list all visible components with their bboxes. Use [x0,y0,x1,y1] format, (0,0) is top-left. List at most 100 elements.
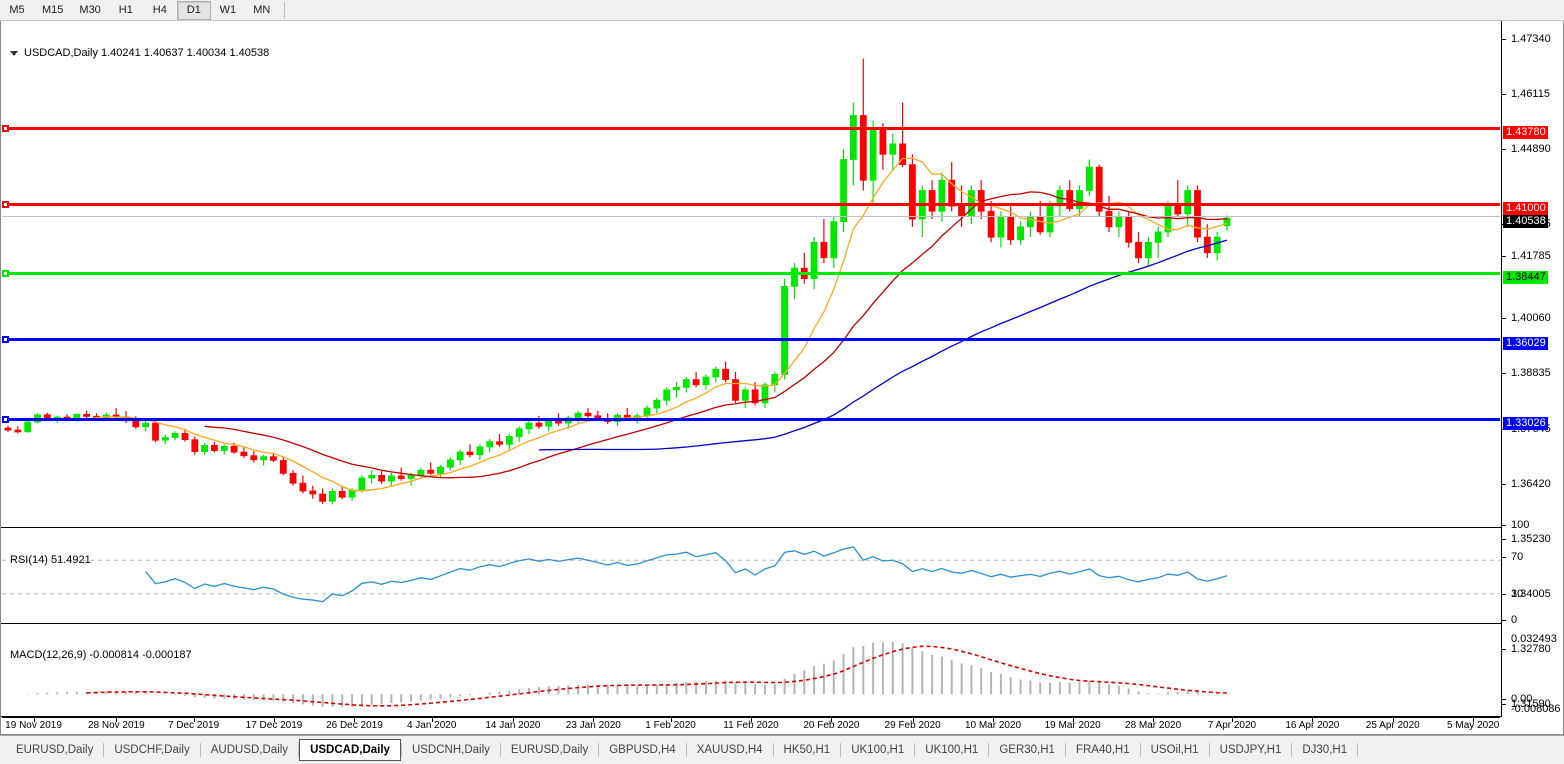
price-badge-support-1[interactable]: 1.38447 [1503,271,1548,284]
chart-tab-fra40-h1[interactable]: FRA40,H1 [1075,744,1130,756]
rsi-pane[interactable] [2,529,1500,623]
level-line-support-2[interactable] [2,338,1500,341]
timeframe-toolbar: M5 M15 M30 H1 H4 D1 W1 MN [0,0,1564,21]
level-handle-support-2[interactable] [2,336,9,343]
price-axis-label: 1.32780 [1511,643,1551,655]
price-tick [1502,704,1506,705]
symbol-header: USDCAD,Daily 1.40241 1.40637 1.40034 1.4… [10,47,269,59]
chart-tab-eurusd-daily[interactable]: EURUSD,Daily [510,744,589,756]
time-tick [1473,718,1475,722]
tab-divider [298,743,300,757]
level-handle-resistance-1[interactable] [2,125,9,132]
price-axis-label: 1.38835 [1511,367,1551,379]
price-badge-resistance-1[interactable]: 1.43780 [1503,126,1548,139]
time-axis-label: 28 Mar 2020 [1125,720,1182,731]
price-badge-current-price[interactable]: 1.40538 [1503,215,1548,228]
level-line-support-1[interactable] [2,272,1500,275]
chart-tab-usdcad-daily[interactable]: USDCAD,Daily [299,739,401,761]
pane-divider-3 [1,716,1501,717]
chart-frame: 1.473401.461151.448901.424751.417851.400… [0,21,1564,764]
toolbar-divider [283,1,285,19]
time-tick [993,718,995,722]
rsi-axis-label: 0 [1511,614,1518,626]
price-axis-label: 1.40060 [1511,312,1551,324]
time-axis-label: 17 Dec 2019 [245,720,303,731]
macd-pane[interactable] [2,625,1500,716]
timeframe-mn[interactable]: MN [253,4,271,16]
time-axis: 19 Nov 2019 28 Nov 2019 7 Dec 2019 17 Dec 2… [2,717,1500,734]
time-tick [1312,718,1314,722]
chart-tab-audusd-daily[interactable]: AUDUSD,Daily [210,744,289,756]
price-badge-resistance-2[interactable]: 1.41000 [1503,202,1548,215]
macd-axis-label: 0.00 [1511,693,1533,705]
time-axis-label: 10 Mar 2020 [964,720,1022,731]
time-tick [512,718,514,722]
tab-divider [988,743,990,757]
timeframe-h1[interactable]: H1 [118,4,133,16]
level-line-resistance-2[interactable] [2,203,1500,206]
macd-plot [16,641,1228,708]
pane-divider-2b [1,624,1501,625]
chart-tab-eurusd-daily[interactable]: EURUSD,Daily [16,744,94,756]
price-tick [1502,256,1506,257]
price-tick [1502,484,1506,485]
level-line-current-price[interactable] [2,216,1500,217]
timeframe-w1[interactable]: W1 [219,4,237,16]
price-tick [1502,539,1506,540]
chart-tab-xauusd-h4[interactable]: XAUUSD,H4 [696,744,763,756]
level-line-support-3[interactable] [2,418,1500,421]
time-tick [1072,718,1074,722]
timeframe-m30[interactable]: M30 [79,4,101,16]
time-axis-label: 20 Feb 2020 [803,720,860,731]
level-line-resistance-1[interactable] [2,127,1500,130]
price-tick [1502,649,1506,650]
chart-tab-dj30-h1[interactable]: DJ30,H1 [1302,744,1348,756]
macd-axis-label: 0.032493 [1511,633,1557,645]
price-axis-label: 1.46115 [1511,88,1550,100]
tab-divider [1064,743,1066,757]
macd-tick [1502,699,1506,700]
price-axis-label: 1.35230 [1511,533,1551,545]
time-tick [274,718,275,722]
time-tick [193,718,195,722]
chart-tab-usdjpy-h1[interactable]: USDJPY,H1 [1219,744,1282,756]
timeframe-m5[interactable]: M5 [9,4,25,16]
price-axis-label: 1.47340 [1511,33,1551,45]
chart-tab-usdchf-daily[interactable]: USDCHF,Daily [114,744,190,756]
time-tick [670,718,672,722]
time-tick [431,718,433,722]
chart-tab-hk50-h1[interactable]: HK50,H1 [783,744,831,756]
tab-divider [1208,743,1210,757]
time-tick [831,718,833,722]
price-badge-support-2[interactable]: 1.36029 [1503,337,1548,350]
price-axis[interactable]: 1.473401.461151.448901.424751.417851.400… [1501,21,1563,764]
tab-divider [103,743,105,757]
rsi-axis-label: 100 [1511,519,1530,531]
timeframe-d1[interactable]: D1 [176,0,211,20]
time-axis-label: 4 Jan 2020 [406,720,457,731]
level-handle-support-1[interactable] [2,270,9,277]
rsi-tick [1502,557,1506,558]
time-axis-label: 1 Feb 2020 [645,720,696,731]
rsi-tick [1502,525,1506,526]
timeframe-m15[interactable]: M15 [42,4,64,16]
chart-tab-ger30-h1[interactable]: GER30,H1 [999,744,1055,756]
symbol-ohlc-text: USDCAD,Daily 1.40241 1.40637 1.40034 1.4… [24,47,270,59]
chart-tab-gbpusd-h4[interactable]: GBPUSD,H4 [609,744,676,756]
rsi-axis-label: 30 [1511,588,1524,600]
tab-divider [400,743,402,757]
price-chart-pane[interactable] [2,22,1500,527]
chart-tab-uk100-h1[interactable]: UK100,H1 [851,744,905,756]
chart-tab-uk100-h1[interactable]: UK100,H1 [925,744,979,756]
triangle-down-icon[interactable] [10,50,18,56]
chart-tab-usoil-h1[interactable]: USOil,H1 [1150,744,1199,756]
timeframe-h4[interactable]: H4 [152,4,167,16]
level-handle-resistance-2[interactable] [2,201,9,208]
price-axis-label: 1.31590 [1511,698,1551,710]
level-handle-support-3[interactable] [2,416,9,423]
time-axis-label: 19 Nov 2019 [5,720,62,731]
chart-tab-usdcnh-daily[interactable]: USDCNH,Daily [411,744,490,756]
price-tick [1502,373,1506,374]
price-badge-support-3[interactable]: 1.33026 [1503,417,1548,430]
